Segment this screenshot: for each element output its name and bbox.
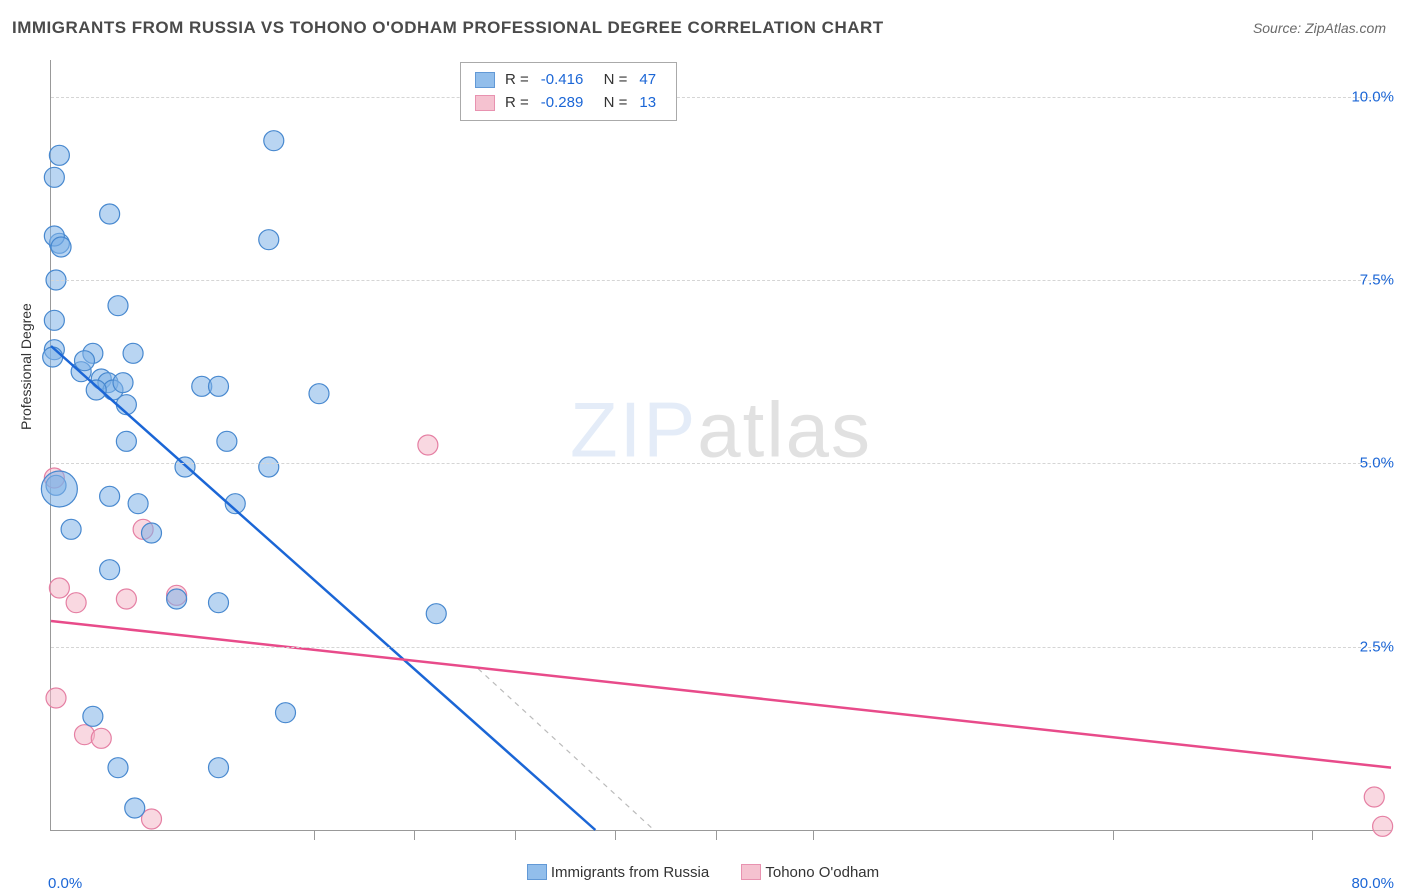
legend-r-label: R = [505,92,529,115]
scatter-point [75,351,95,371]
x-tick [716,830,717,840]
scatter-point-large [41,471,77,507]
scatter-point [116,589,136,609]
scatter-point [61,519,81,539]
gridline-h [51,463,1391,464]
gridline-h [51,647,1391,648]
trend-line [51,621,1391,768]
scatter-point [217,431,237,451]
legend-item-pink: Tohono O'odham [741,864,879,881]
scatter-point [108,758,128,778]
x-tick [1312,830,1313,840]
scatter-point [43,347,63,367]
y-tick-label: 10.0% [1351,88,1394,105]
scatter-point [49,578,69,598]
scatter-point [83,706,103,726]
scatter-point [113,373,133,393]
x-tick [1113,830,1114,840]
y-axis-label: Professional Degree [18,303,34,430]
legend-n-value-blue: 47 [639,69,656,92]
scatter-point [259,457,279,477]
scatter-point [209,593,229,613]
scatter-point [100,204,120,224]
x-tick-min: 0.0% [48,875,82,892]
scatter-point [259,230,279,250]
scatter-point [66,593,86,613]
legend-label-pink: Tohono O'odham [765,864,879,881]
scatter-point [100,486,120,506]
scatter-point [125,798,145,818]
trend-line [51,346,595,830]
scatter-point [108,296,128,316]
scatter-point [1373,816,1393,836]
chart-title: IMMIGRANTS FROM RUSSIA VS TOHONO O'ODHAM… [12,18,884,38]
legend-stats-row-pink: R = -0.289 N = 13 [475,92,662,115]
y-tick-label: 2.5% [1360,638,1394,655]
legend-bottom: Immigrants from Russia Tohono O'odham [0,864,1406,885]
scatter-point [426,604,446,624]
legend-swatch-blue [475,72,495,88]
y-tick-label: 5.0% [1360,455,1394,472]
legend-swatch-blue [527,864,547,880]
legend-r-label: R = [505,69,529,92]
scatter-point [86,380,106,400]
x-tick [414,830,415,840]
scatter-point [128,494,148,514]
scatter-point [123,343,143,363]
x-tick [314,830,315,840]
legend-r-value-pink: -0.289 [541,92,584,115]
scatter-point [44,167,64,187]
legend-swatch-pink [741,864,761,880]
x-tick [615,830,616,840]
scatter-point [209,376,229,396]
scatter-point [51,237,71,257]
scatter-point [49,145,69,165]
legend-n-label: N = [595,92,627,115]
scatter-point [91,728,111,748]
scatter-point [167,589,187,609]
scatter-point [142,523,162,543]
scatter-point [276,703,296,723]
legend-label-blue: Immigrants from Russia [551,864,709,881]
scatter-point [100,560,120,580]
plot-area: ZIPatlas [50,60,1391,831]
legend-stats: R = -0.416 N = 47 R = -0.289 N = 13 [460,62,677,121]
legend-n-value-pink: 13 [639,92,656,115]
legend-swatch-pink [475,95,495,111]
legend-r-value-blue: -0.416 [541,69,584,92]
source-attribution: Source: ZipAtlas.com [1253,20,1386,36]
legend-n-label: N = [595,69,627,92]
chart-svg [51,60,1391,830]
legend-stats-row-blue: R = -0.416 N = 47 [475,69,662,92]
scatter-point [309,384,329,404]
gridline-h [51,280,1391,281]
scatter-point [418,435,438,455]
scatter-point [1364,787,1384,807]
scatter-point [264,131,284,151]
x-tick [813,830,814,840]
y-tick-label: 7.5% [1360,272,1394,289]
scatter-point [44,310,64,330]
scatter-point [46,688,66,708]
scatter-point [116,431,136,451]
scatter-point [209,758,229,778]
legend-item-blue: Immigrants from Russia [527,864,709,881]
x-tick [515,830,516,840]
x-tick-max: 80.0% [1351,875,1394,892]
gridline-h [51,97,1391,98]
